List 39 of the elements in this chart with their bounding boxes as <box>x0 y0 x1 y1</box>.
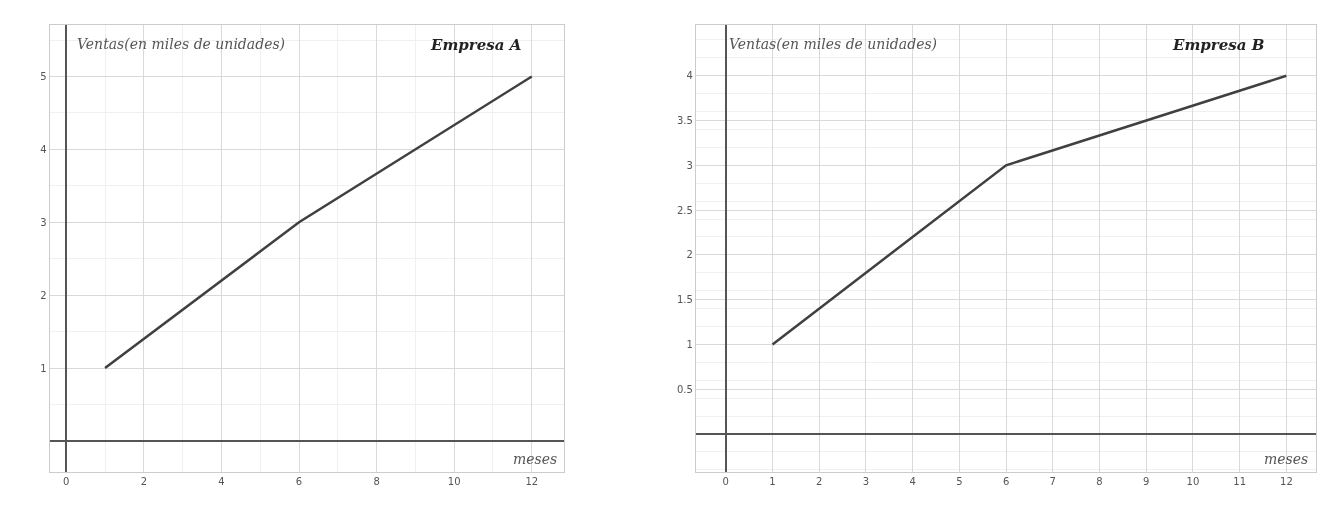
y-axis-title: Ventas(en miles de unidades) <box>77 36 286 52</box>
y-tick-label: 2 <box>686 249 693 261</box>
x-tick-label: 11 <box>1233 475 1247 487</box>
x-tick-label: 0 <box>63 475 70 487</box>
text: Empresa A <box>430 36 522 54</box>
x-tick-label: 3 <box>862 475 870 487</box>
x-tick-label: 8 <box>1096 475 1103 487</box>
y-tick-label: 4 <box>686 70 693 82</box>
x-tick-label: 8 <box>373 475 380 487</box>
y-tick-label: 2 <box>40 289 47 301</box>
y-tick-label: 5 <box>40 70 47 82</box>
y-axis-title: Ventas(en miles de unidades) <box>729 36 938 52</box>
y-tick-label: 1 <box>686 338 693 350</box>
x-tick-label: 7 <box>1049 475 1056 487</box>
y-tick-label: 3 <box>686 159 693 171</box>
x-tick-label: 6 <box>295 475 303 487</box>
x-tick-label: 1 <box>769 475 776 487</box>
x-tick-label: 12 <box>1280 475 1293 487</box>
x-axis-title: meses <box>1264 451 1309 467</box>
x-tick-label: 10 <box>1186 475 1200 487</box>
text: Empresa B <box>1172 36 1265 54</box>
x-tick-label: 2 <box>140 475 148 487</box>
x-tick-label: 2 <box>816 475 823 487</box>
x-tick-label: 9 <box>1143 475 1150 487</box>
y-tick-label: 1.5 <box>676 294 693 306</box>
y-tick-label: 1 <box>40 362 47 374</box>
x-tick-label: 12 <box>525 475 539 487</box>
x-tick-label: 4 <box>218 475 225 487</box>
x-tick-label: 10 <box>447 475 461 487</box>
x-tick-label: 6 <box>1002 475 1010 487</box>
y-tick-label: 4 <box>40 143 47 155</box>
x-axis-title: meses <box>513 451 558 467</box>
x-tick-label: 5 <box>956 475 963 487</box>
y-tick-label: 3 <box>40 216 47 228</box>
y-tick-label: 2.5 <box>676 204 693 216</box>
y-tick-label: 3.5 <box>676 115 693 127</box>
y-tick-label: 0.5 <box>676 383 693 395</box>
x-tick-label: 0 <box>722 475 729 487</box>
x-tick-label: 4 <box>909 475 916 487</box>
